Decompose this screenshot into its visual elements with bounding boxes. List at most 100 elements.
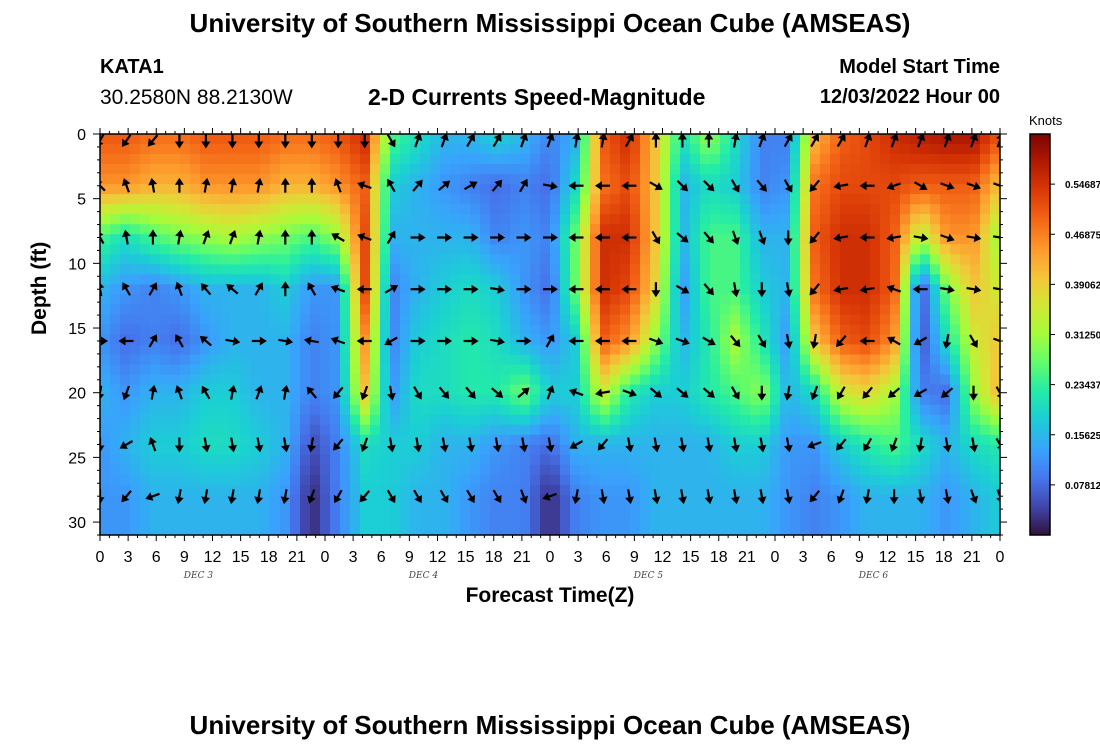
heatmap-cell bbox=[950, 434, 961, 446]
heatmap-cell bbox=[250, 424, 261, 436]
heatmap-cell bbox=[480, 384, 491, 396]
heatmap-cell bbox=[120, 254, 131, 265]
current-arrow bbox=[621, 336, 637, 346]
heatmap-cell bbox=[930, 284, 941, 296]
heatmap-cell bbox=[220, 164, 231, 175]
heatmap-cell bbox=[150, 234, 161, 245]
heatmap-cell bbox=[980, 444, 991, 456]
heatmap-cell bbox=[580, 194, 591, 205]
heatmap-cell bbox=[860, 324, 871, 336]
heatmap-cell bbox=[160, 384, 171, 396]
current-arrow bbox=[913, 233, 929, 243]
heatmap-cell bbox=[120, 194, 131, 205]
heatmap-cell bbox=[520, 174, 531, 185]
heatmap-cell bbox=[830, 324, 841, 336]
heatmap-cell bbox=[790, 154, 801, 165]
heatmap-cell bbox=[160, 274, 171, 285]
heatmap-cell bbox=[400, 134, 411, 145]
heatmap-cell bbox=[270, 304, 281, 316]
heatmap-cell bbox=[190, 204, 201, 215]
heatmap-cell bbox=[160, 524, 171, 535]
heatmap-cell bbox=[510, 384, 521, 396]
heatmap-cell bbox=[450, 424, 461, 436]
current-arrow bbox=[651, 230, 661, 245]
heatmap-cell bbox=[440, 244, 451, 255]
heatmap-cell bbox=[980, 394, 991, 406]
heatmap-cell bbox=[910, 464, 921, 476]
heatmap-cell bbox=[370, 294, 381, 306]
heatmap-cell bbox=[680, 304, 691, 316]
heatmap-cell bbox=[360, 164, 371, 175]
heatmap-cell bbox=[240, 364, 251, 376]
current-arrow bbox=[148, 384, 158, 400]
heatmap-cell bbox=[580, 474, 591, 486]
heatmap-cell bbox=[680, 314, 691, 326]
heatmap-cell bbox=[210, 324, 221, 336]
heatmap-cell bbox=[530, 374, 541, 386]
heatmap-cell bbox=[130, 484, 141, 496]
heatmap-cell bbox=[880, 474, 891, 486]
heatmap-cell bbox=[360, 324, 371, 336]
heatmap-cell bbox=[280, 374, 291, 386]
heatmap-cell bbox=[800, 214, 811, 225]
heatmap-cell bbox=[900, 224, 911, 235]
heatmap-cell bbox=[750, 134, 761, 145]
current-arrow bbox=[678, 437, 688, 453]
heatmap-cell bbox=[970, 194, 981, 205]
heatmap-cell bbox=[940, 404, 951, 416]
heatmap-cell bbox=[290, 374, 301, 386]
heatmap-cell bbox=[130, 304, 141, 316]
heatmap-cell bbox=[930, 504, 941, 516]
heatmap-cell bbox=[570, 214, 581, 225]
heatmap-cell bbox=[560, 164, 571, 175]
heatmap-cell bbox=[810, 314, 821, 326]
heatmap-cell bbox=[820, 164, 831, 175]
heatmap-cell bbox=[200, 194, 211, 205]
heatmap-cell bbox=[690, 314, 701, 326]
heatmap-cell bbox=[150, 304, 161, 316]
heatmap-cell bbox=[830, 274, 841, 285]
heatmap-cell bbox=[670, 334, 681, 346]
heatmap-cell bbox=[670, 284, 681, 296]
heatmap-cell bbox=[550, 424, 561, 436]
heatmap-cell bbox=[860, 524, 871, 535]
heatmap-cell bbox=[820, 514, 831, 526]
heatmap-cell bbox=[360, 314, 371, 326]
heatmap-cell bbox=[340, 334, 351, 346]
current-arrow bbox=[437, 336, 453, 346]
heatmap-cell bbox=[230, 254, 241, 265]
heatmap-cell bbox=[650, 464, 661, 476]
heatmap-cell bbox=[190, 444, 201, 456]
heatmap-cell bbox=[320, 494, 331, 506]
heatmap-cell bbox=[470, 414, 481, 426]
heatmap-cell bbox=[590, 514, 601, 526]
heatmap-cell bbox=[670, 444, 681, 456]
heatmap-cell bbox=[730, 204, 741, 215]
heatmap-cell bbox=[280, 144, 291, 155]
heatmap-cell bbox=[220, 244, 231, 255]
heatmap-cell bbox=[590, 314, 601, 326]
heatmap-cell bbox=[480, 334, 491, 346]
heatmap-cell bbox=[470, 344, 481, 356]
heatmap-cell bbox=[340, 464, 351, 476]
heatmap-cell bbox=[100, 394, 111, 406]
heatmap-cell bbox=[800, 224, 811, 235]
heatmap-cell bbox=[750, 424, 761, 436]
heatmap-cell bbox=[670, 464, 681, 476]
heatmap-cell bbox=[290, 524, 301, 535]
heatmap-cell bbox=[520, 274, 531, 285]
heatmap-cell bbox=[830, 484, 841, 496]
heatmap-cell bbox=[550, 434, 561, 446]
heatmap-cell bbox=[360, 214, 371, 225]
heatmap-cell bbox=[360, 484, 371, 496]
heatmap-cell bbox=[530, 394, 541, 406]
heatmap-cell bbox=[480, 284, 491, 296]
heatmap-cell bbox=[680, 454, 691, 466]
heatmap-cell bbox=[870, 314, 881, 326]
heatmap-cell bbox=[790, 214, 801, 225]
heatmap-cell bbox=[890, 174, 901, 185]
heatmap-cell bbox=[950, 404, 961, 416]
current-arrow bbox=[281, 384, 290, 400]
heatmap-cell bbox=[870, 474, 881, 486]
heatmap-cell bbox=[260, 414, 271, 426]
